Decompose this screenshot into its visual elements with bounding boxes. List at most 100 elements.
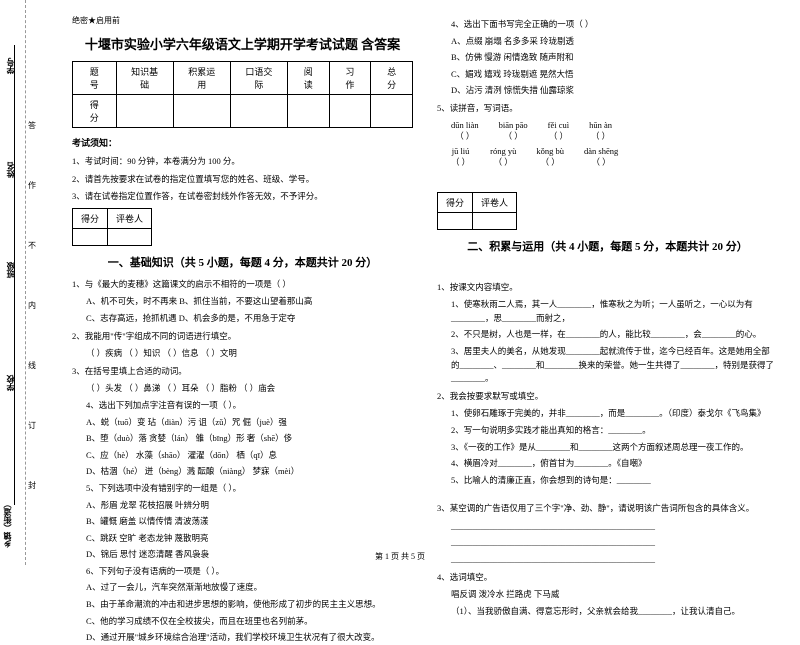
s2-q2-i1: 1、使卵石雕琢于完美的，并非________，而是________。（印度）泰戈…	[451, 407, 778, 421]
q4-stem: 4、选出下列加点字注音有误的一项（ ）。	[86, 399, 413, 413]
s2-q3-line2: ________________________________________…	[451, 536, 778, 550]
s2-q2-i3: 3、《一夜的工作》是从________和________这两个方面叙述周总理一夜…	[451, 441, 778, 455]
blank: （ ）	[504, 130, 523, 142]
s2-q1-i1: 1、使寒秋雨二人焉，其一人________，惟寒秋之为听；一人虽听之，一心以为有…	[451, 298, 778, 325]
score-h-5: 习作	[329, 62, 371, 95]
q4-opt-c: C、应（hè） 水藻（shāo） 濯濯（dōn） 栖（qī）息	[86, 449, 413, 463]
pinyin: róng yù	[490, 146, 516, 156]
q6-stem: 6、下列句子没有语病的一项是（ ）。	[86, 565, 413, 579]
score-cell	[173, 95, 230, 128]
mini-score-table-2: 得分评卷人	[437, 192, 517, 230]
score-h-2: 积累运用	[173, 62, 230, 95]
binding-margin: 乡镇（街道） 学校 班级 姓名 学号 封 订 线 内 不 作 答	[0, 0, 50, 565]
c2-q4-opt-b: B、仿佛 慢游 闲情逸致 随声附和	[451, 51, 778, 65]
mini-blank	[73, 228, 108, 245]
notice-3: 3、请在试卷指定位置作答，在试卷密封线外作答无效，不予评分。	[72, 190, 413, 204]
score-row: 得 分	[73, 95, 413, 128]
mini-score-table: 得分评卷人	[72, 208, 152, 246]
mini-grader: 评卷人	[108, 208, 152, 228]
q1-opt-c: C、志存高远，抢抓机遇 D、机会多的是，不用急于定夺	[86, 312, 413, 326]
margin-seal-char-7: 答	[28, 120, 36, 131]
score-cell	[116, 95, 173, 128]
blank: （ ）	[451, 156, 470, 168]
mini-grader-2: 评卷人	[473, 192, 517, 212]
blank: （ ）	[494, 156, 513, 168]
score-h-1: 知识基础	[116, 62, 173, 95]
q3-stem: 3、在括号里填上合适的动词。	[72, 365, 413, 379]
pinyin: dūn liàn	[451, 120, 479, 130]
notice-2: 2、请首先按要求在试卷的指定位置填写您的姓名、班级、学号。	[72, 173, 413, 187]
s2-q2-stem: 2、我会按要求默写或填空。	[437, 390, 778, 404]
margin-seal-char-6: 作	[28, 180, 36, 191]
notice-1: 1、考试时间：90 分钟，本卷满分为 100 分。	[72, 155, 413, 169]
score-headers: 题 号 知识基础 积累运用 口语交际 阅读 习作 总分	[73, 62, 413, 95]
s2-q2-i2: 2、写一句说明多实践才能出真知的格言：________。	[451, 424, 778, 438]
score-cell	[287, 95, 329, 128]
s2-q1-stem: 1、按课文内容填空。	[437, 281, 778, 295]
pinyin: hūn àn	[589, 120, 612, 130]
right-column: 4、选出下面书写完全正确的一项（ ） A、点缀 崩塌 名多多采 玲珑剔透 B、仿…	[425, 15, 790, 560]
section1-title: 一、基础知识（共 5 小题，每题 4 分，本题共计 20 分）	[72, 254, 413, 270]
pinyin-item: biān pāo（ ）	[499, 120, 528, 142]
pinyin-item: dūn liàn（ ）	[451, 120, 479, 142]
blank: （ ）	[549, 130, 568, 142]
s2-q3-stem: 3、某空调的广告语仅用了三个字"净、劲、静"，请说明该广告词所包含的具体含义。	[437, 502, 778, 516]
mini-blank	[108, 228, 152, 245]
q5-opt-b: B、罐慨 磨盖 以情传情 清波荡漾	[86, 515, 413, 529]
mini-blank-2	[438, 212, 473, 229]
exam-title: 十堰市实验小学六年级语文上学期开学考试试题 含答案	[72, 34, 413, 53]
score-cell	[230, 95, 287, 128]
c2-q4-stem: 4、选出下面书写完全正确的一项（ ）	[451, 18, 778, 32]
score-h-4: 阅读	[287, 62, 329, 95]
s2-q2-i5: 5、比喻人的清廉正直，你会想到的诗句是：________	[451, 474, 778, 488]
pinyin-item: hūn àn（ ）	[589, 120, 612, 142]
q3-line: （ ）头发 （ ）鼻涕 （ ）耳朵 （ ）脂粉 （ ）庙会	[86, 382, 413, 396]
pinyin-item: fěi cuì（ ）	[548, 120, 569, 142]
pinyin: biān pāo	[499, 120, 528, 130]
c2-q4-opt-a: A、点缀 崩塌 名多多采 玲珑剔透	[451, 35, 778, 49]
score-h-0: 题 号	[73, 62, 117, 95]
secret-label: 绝密★启用前	[72, 15, 413, 26]
score-cell	[329, 95, 371, 128]
q4-opt-d: D、枯涸（hé） 迸（bèng）溅 酝酿（niàng） 梦寐（mèi）	[86, 465, 413, 479]
pinyin-row-1: dūn liàn（ ） biān pāo（ ） fěi cuì（ ） hūn à…	[451, 120, 778, 142]
s2-q4-item: （1）、当我骄傲自满、得意忘形时，父亲就会给我________，让我认清自己。	[451, 605, 778, 619]
s2-q4-words: 唱反调 泼冷水 拦路虎 下马威	[451, 588, 778, 602]
q6-opt-d: D、通过开展"城乡环境综合治理"活动，我们学校环境卫生状况有了很大改变。	[86, 631, 413, 645]
mini-score-2: 得分	[438, 192, 473, 212]
q2-stem: 2、我能用"传"字组成不同的词语进行填空。	[72, 330, 413, 344]
pinyin: jū liú	[452, 146, 470, 156]
margin-seal-char-1: 封	[28, 480, 36, 491]
q5-opt-a: A、彤眉 龙翠 花枝招展 叶辨分明	[86, 499, 413, 513]
score-cell	[371, 95, 413, 128]
score-h-3: 口语交际	[230, 62, 287, 95]
q5-stem: 5、下列选项中没有错别字的一组是（ ）。	[86, 482, 413, 496]
mini-score: 得分	[73, 208, 108, 228]
pinyin-item: jū liú（ ）	[451, 146, 470, 168]
left-column: 绝密★启用前 十堰市实验小学六年级语文上学期开学考试试题 含答案 题 号 知识基…	[60, 15, 425, 560]
q5-opt-c: C、跳跃 空旷 老态龙钟 蔑散明亮	[86, 532, 413, 546]
blank: （ ）	[592, 156, 611, 168]
score-h-6: 总分	[371, 62, 413, 95]
q2-line: （ ）疾病 （ ）知识 （ ）信息 （ ）文明	[86, 347, 413, 361]
mini-blank-2	[473, 212, 517, 229]
pinyin: fěi cuì	[548, 120, 569, 130]
pinyin-item: dàn shēng（ ）	[584, 146, 618, 168]
s2-q4-stem: 4、选词填空。	[437, 571, 778, 585]
notice-title: 考试须知：	[72, 136, 413, 149]
blank: （ ）	[591, 130, 610, 142]
q1-stem: 1、与《最大的麦穗》这篇课文的启示不相符的一项是（ ）	[72, 278, 413, 292]
pinyin: kǒng bù	[536, 146, 564, 156]
score-row-label: 得 分	[73, 95, 117, 128]
margin-underline	[14, 45, 15, 505]
s2-q1-i3: 3、居里夫人的美名，从她发现________起就流传于世，迄今已经百年。这是她用…	[451, 345, 778, 386]
q6-opt-b: B、由于革命潮流的冲击和进步思想的影响，使他形成了初步的民主主义思想。	[86, 598, 413, 612]
blank: （ ）	[541, 156, 560, 168]
margin-seal-char-3: 线	[28, 360, 36, 371]
c2-q4-opt-c: C、媚戏 嬉戏 玲珑剔遮 晃然大悟	[451, 68, 778, 82]
q1-opt-a: A、机不可失，时不再来 B、抓住当前，不要这山望着那山高	[86, 295, 413, 309]
pinyin-row-2: jū liú（ ） róng yù（ ） kǒng bù（ ） dàn shēn…	[451, 146, 778, 168]
margin-seal-char-2: 订	[28, 420, 36, 431]
dotted-binding-line	[25, 0, 26, 565]
margin-label-xiangzhen: 乡镇（街道）	[2, 500, 13, 548]
